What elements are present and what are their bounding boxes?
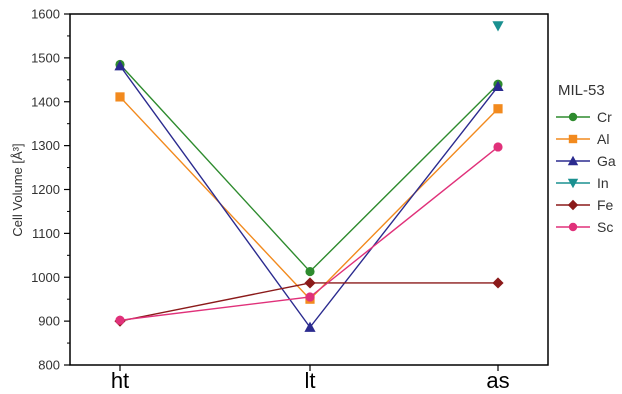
data-point-al [493,104,503,114]
y-tick-label: 1400 [31,94,60,109]
legend-marker-ga [567,155,579,166]
data-point-cr [305,266,315,277]
legend-marker-in [567,178,579,189]
y-tick-label: 1100 [32,226,60,241]
legend-label-sc: Sc [597,219,613,235]
legend: Cr Al Ga In Fe Sc [556,109,616,235]
y-tick-label: 1600 [31,7,60,22]
series-line-cr [119,63,499,273]
data-point-in [492,21,504,32]
legend-label-ga: Ga [597,153,616,169]
legend-title: MIL-53 [558,82,605,99]
y-tick-label: 1500 [31,50,60,65]
data-point-al [115,92,125,102]
y-tick-label: 1000 [31,270,60,285]
legend-label-fe: Fe [597,197,614,213]
data-point-fe [304,277,316,289]
plot-frame [69,13,549,366]
x-axis-ticks: ht lt as [111,365,510,393]
y-tick-label: 800 [38,358,60,373]
y-tick-label: 1200 [31,182,60,197]
legend-marker-sc [568,222,578,232]
x-tick-label-lt: lt [305,368,316,393]
series-group [114,21,504,332]
y-tick-label: 900 [38,314,60,329]
legend-marker-al [568,134,578,144]
legend-marker-cr [568,112,578,122]
data-point-sc [493,142,503,152]
x-tick-label-as: as [486,368,509,393]
legend-label-cr: Cr [597,109,612,125]
data-point-fe [492,277,504,289]
data-point-ga [492,80,504,91]
legend-marker-fe [567,199,579,211]
series-line-ga [119,65,499,329]
y-tick-label: 1300 [31,138,60,153]
data-point-ga [304,321,316,332]
legend-label-in: In [597,175,609,191]
x-tick-label-ht: ht [111,368,129,393]
y-axis-ticks: 800 900 1000 1100 1200 1300 1400 1500 1600 [31,7,70,373]
data-point-sc [115,315,125,325]
legend-label-al: Al [597,131,609,147]
y-axis-title: Cell Volume [Å³] [10,143,25,236]
data-point-sc [305,292,315,302]
data-point-ga [114,60,126,71]
